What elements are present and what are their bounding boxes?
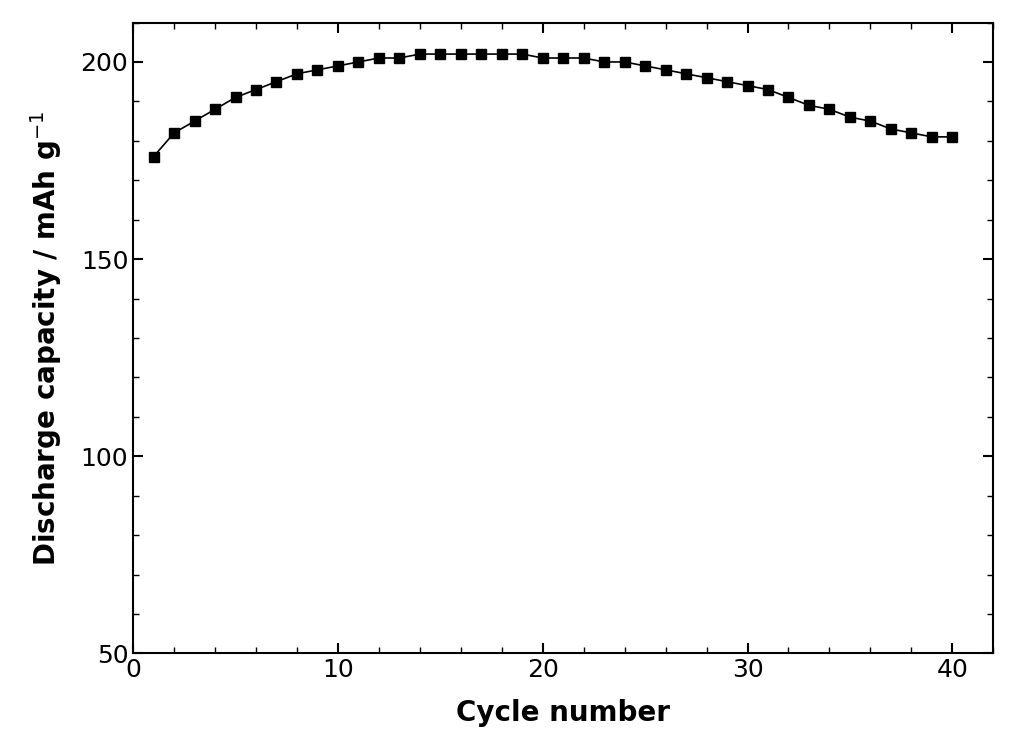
X-axis label: Cycle number: Cycle number [457,699,670,727]
Y-axis label: Discharge capacity / mAh g$^{-1}$: Discharge capacity / mAh g$^{-1}$ [28,110,63,566]
